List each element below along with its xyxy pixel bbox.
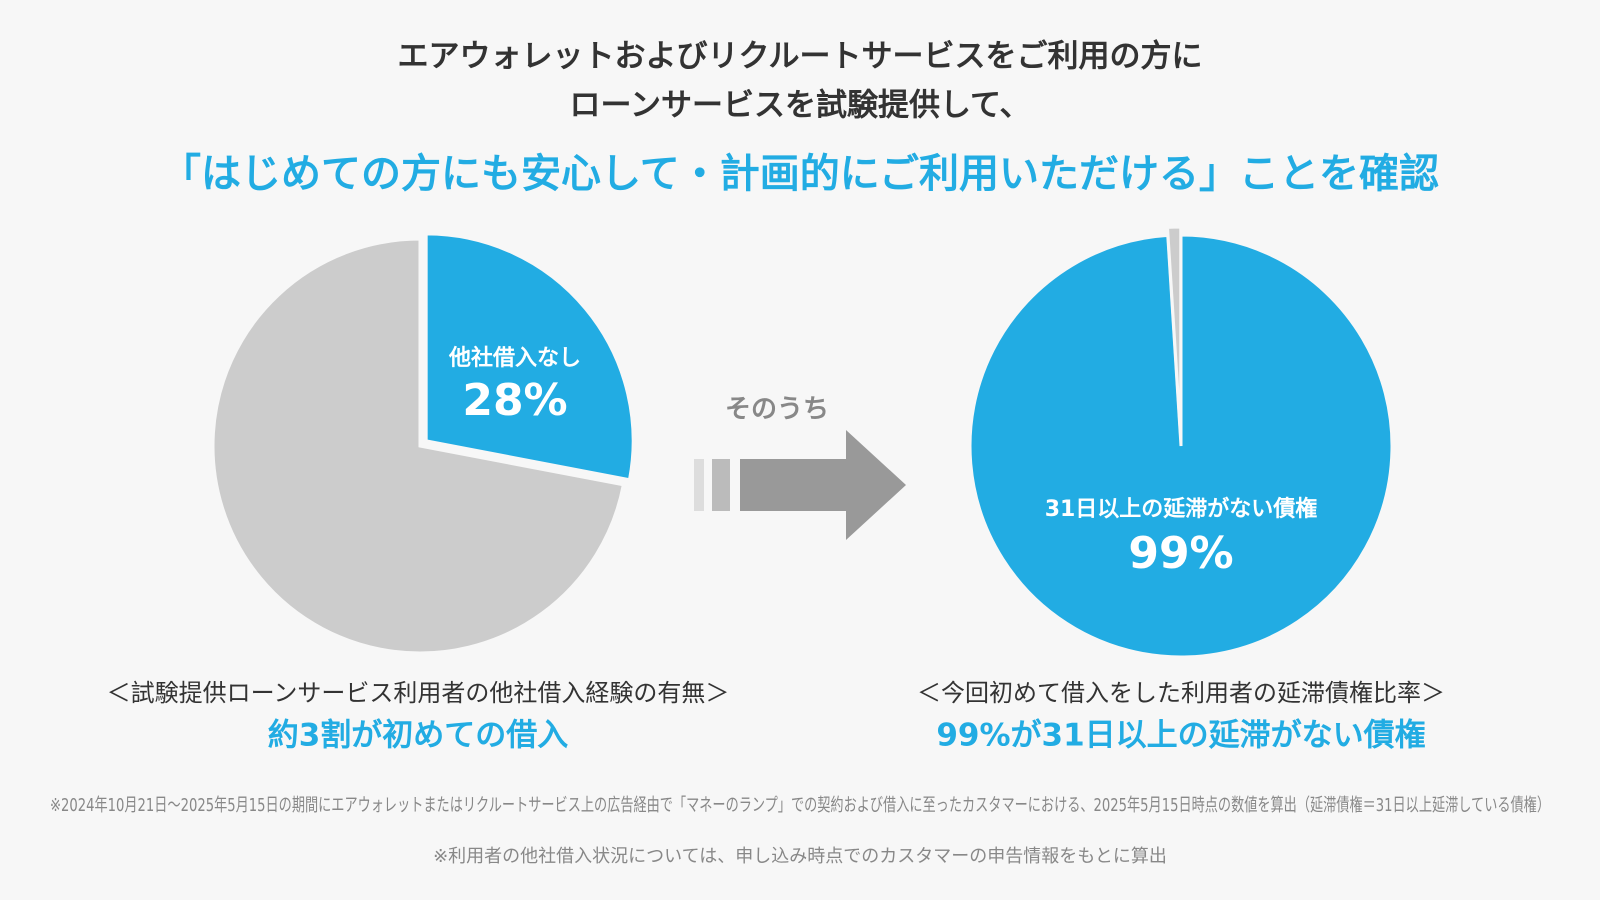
- title-line: エアウォレットおよびリクルートサービスをご利用の方に: [397, 39, 1202, 75]
- footnote: ※利用者の他社借入状況については、申し込み時点でのカスタマーの申告情報をもとに算…: [433, 846, 1167, 867]
- chart-caption: ＜今回初めて借入をした利用者の延滞債権比率＞: [917, 679, 1445, 707]
- arrow-label: そのうち: [725, 395, 829, 425]
- value-label: 99%: [1128, 528, 1233, 579]
- chart-conclusion: 99%が31日以上の延滞がない債権: [936, 718, 1425, 754]
- value-label: 28%: [462, 375, 567, 426]
- pie-slice: [968, 233, 1394, 659]
- footnote: ※2024年10月21日～2025年5月15日の期間にエアウォレットまたはリクル…: [50, 795, 1550, 816]
- arrow: [694, 430, 906, 540]
- arrow-bar: [712, 459, 730, 511]
- headline: 「はじめての方にも安心して・計画的にご利用いただける」ことを確認: [161, 151, 1439, 197]
- title-line: ローンサービスを試験提供して、: [570, 88, 1031, 124]
- pie-slice: [1165, 225, 1183, 439]
- pie-slice: [424, 232, 635, 482]
- arrow-bar: [694, 459, 704, 511]
- chart-conclusion: 約3割が初めての借入: [268, 718, 569, 754]
- slice-label: 31日以上の延滞がない債権: [1045, 496, 1318, 522]
- arrow-shape: [740, 430, 906, 540]
- pie-slice: [211, 237, 626, 655]
- slice-label: 他社借入なし: [448, 345, 581, 371]
- chart-caption: ＜試験提供ローンサービス利用者の他社借入経験の有無＞: [107, 679, 730, 707]
